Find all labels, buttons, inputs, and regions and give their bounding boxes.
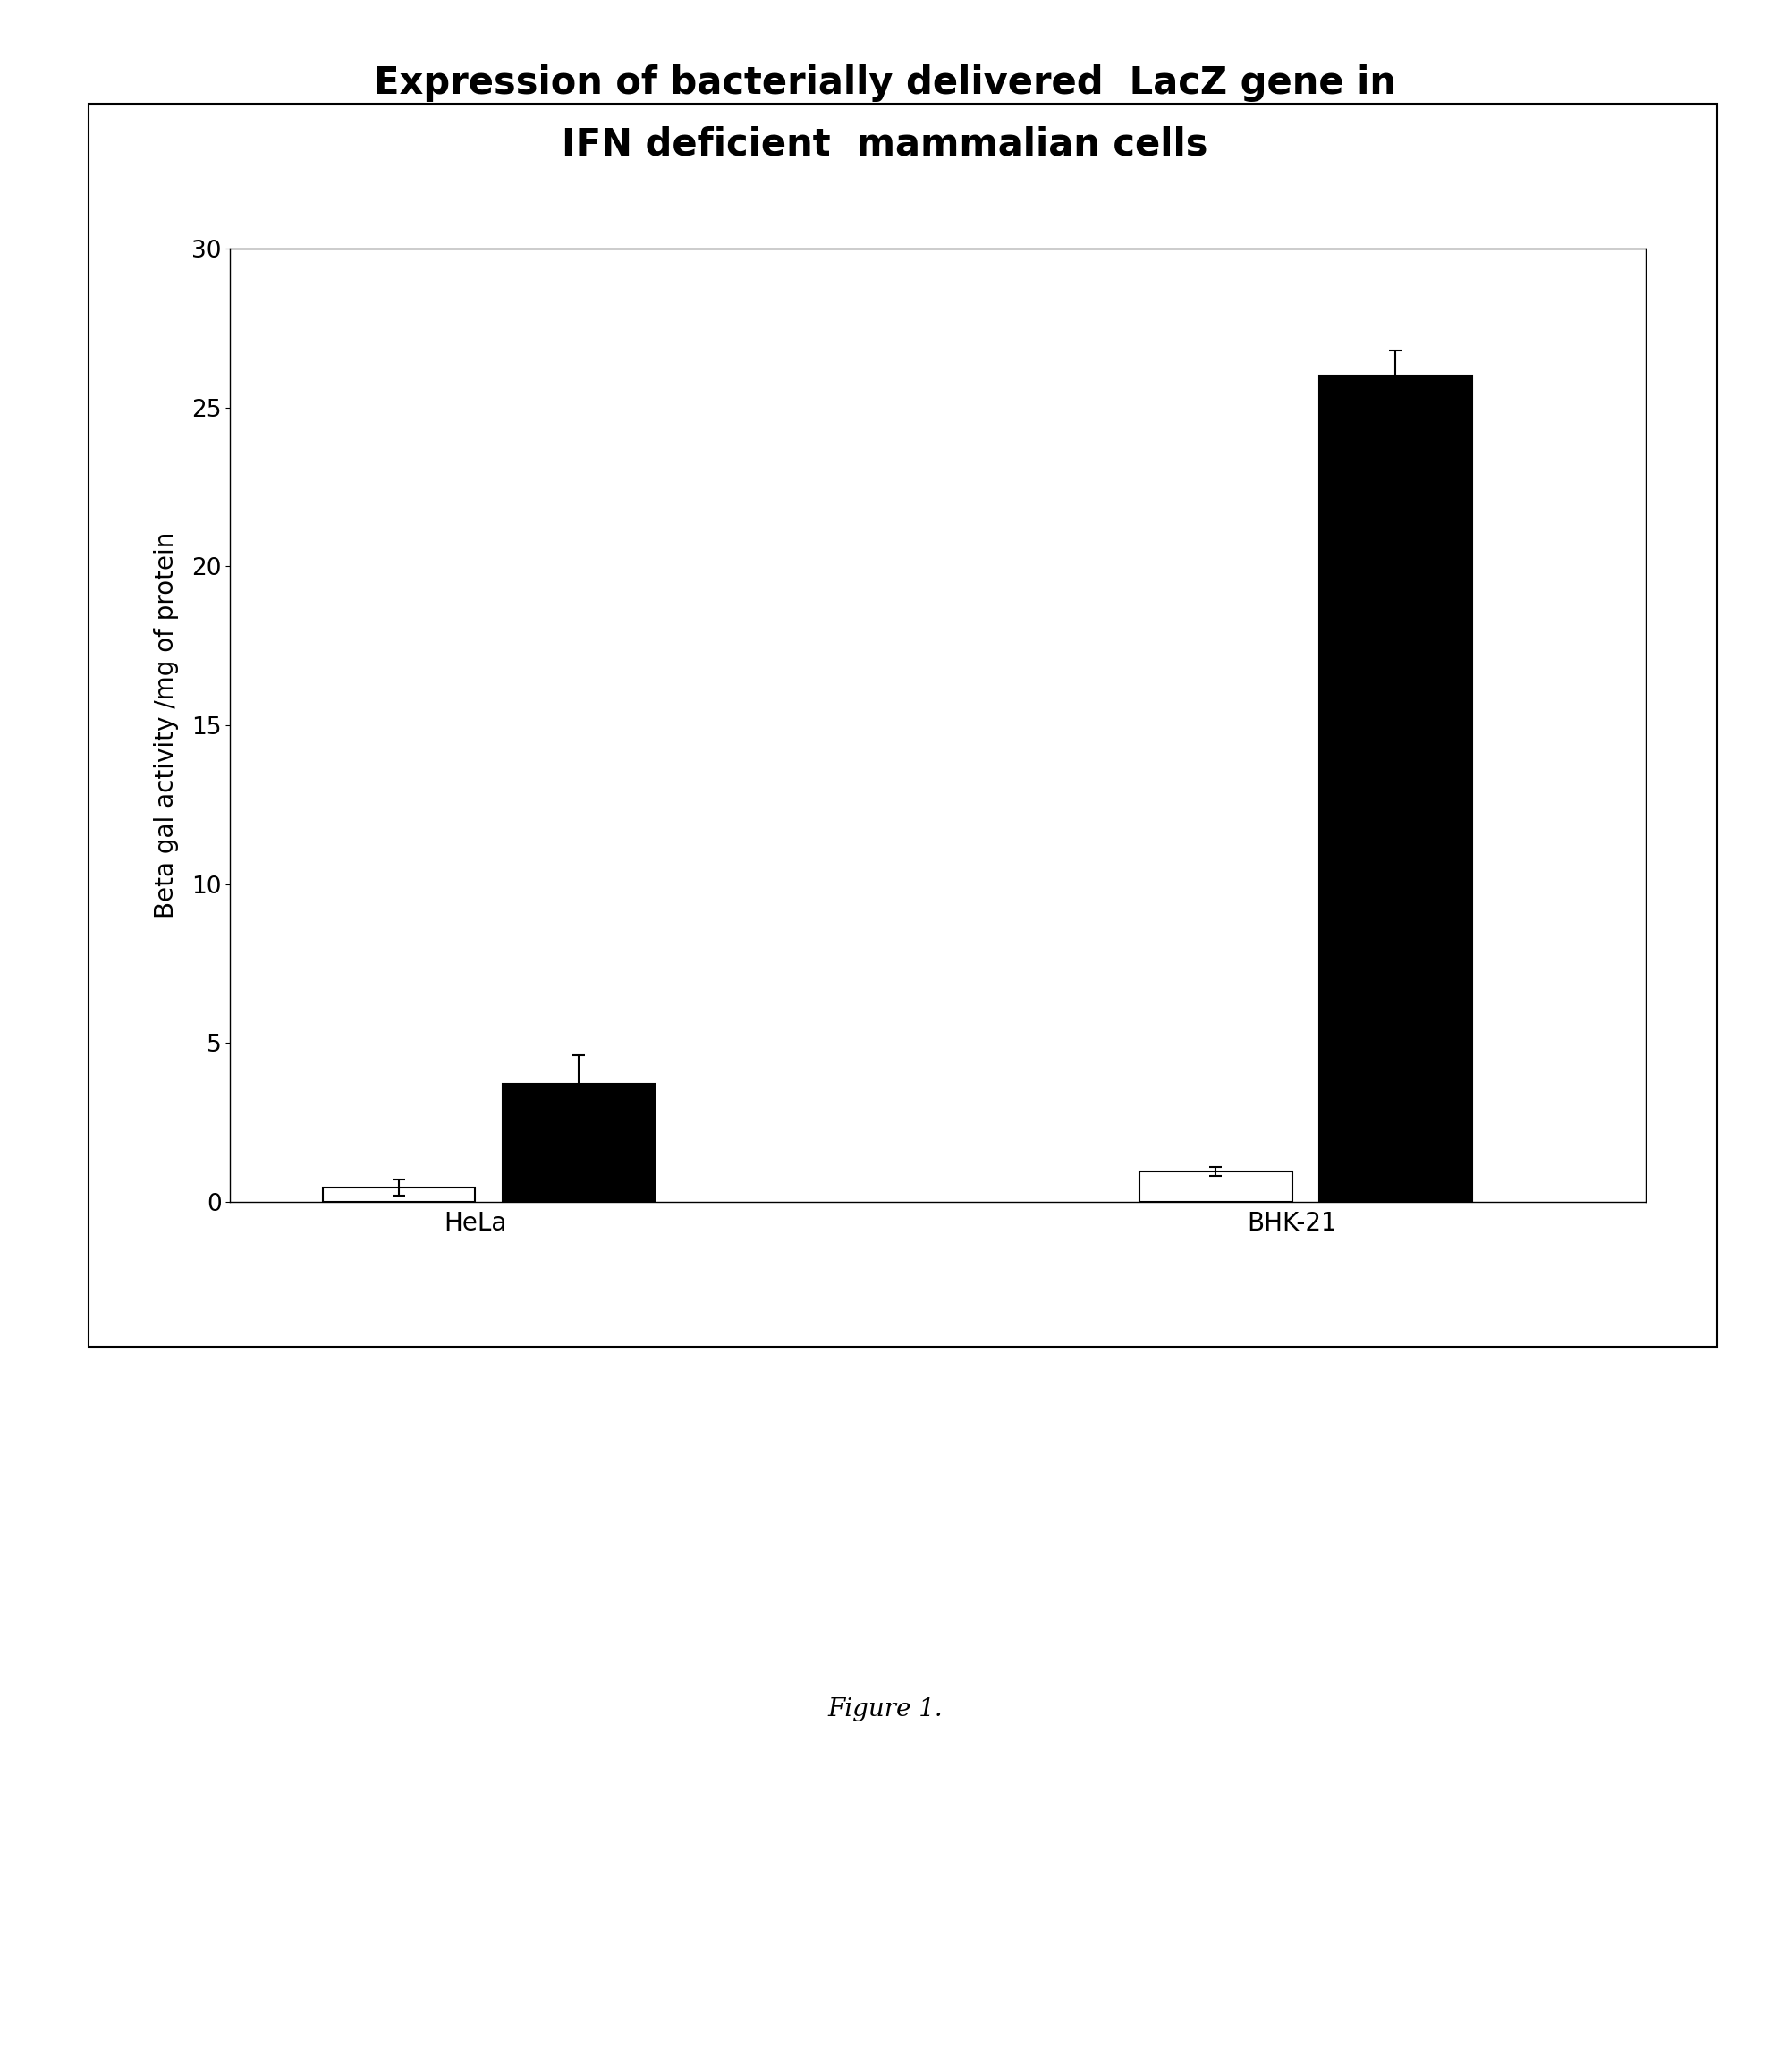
Bar [1319,375,1473,1202]
Y-axis label: Beta gal activity /mg of protein: Beta gal activity /mg of protein [154,533,179,918]
Text: Figure 1.: Figure 1. [827,1697,943,1722]
Bar [1140,1171,1292,1202]
Text: Expression of bacterially delivered  LacZ gene in
IFN deficient  mammalian cells: Expression of bacterially delivered LacZ… [373,64,1397,164]
Bar [322,1187,474,1202]
Bar [503,1084,655,1202]
